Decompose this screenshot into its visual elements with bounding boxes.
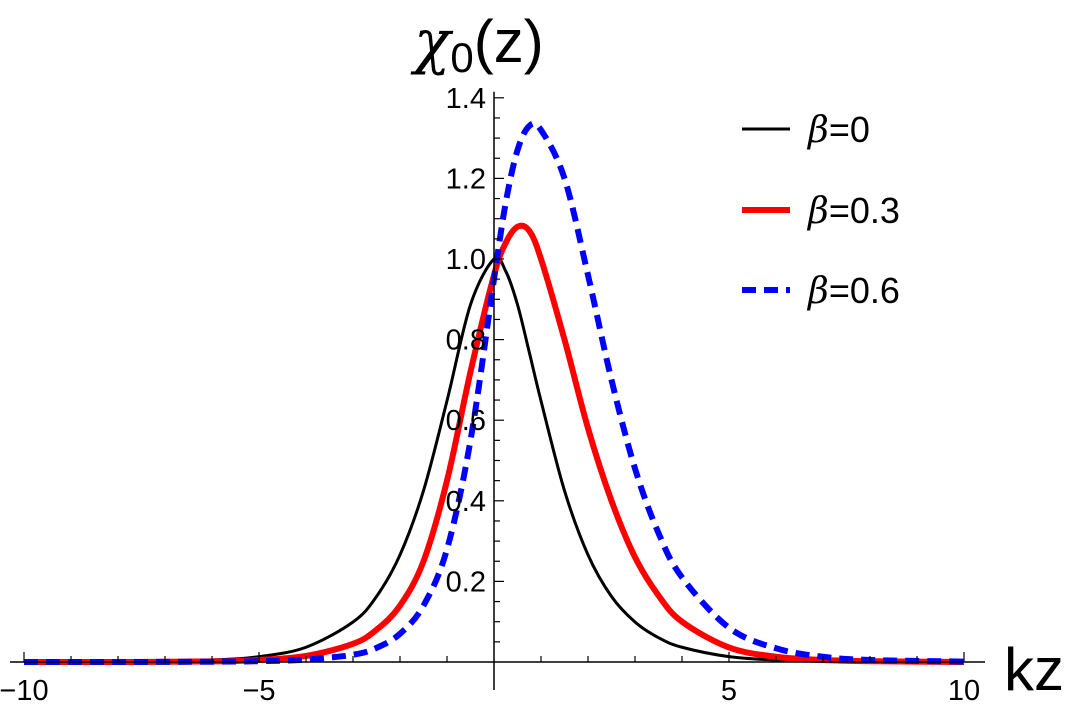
y-tick-label: 1.2 — [446, 163, 486, 195]
x-tick-label: 10 — [948, 675, 980, 704]
axes — [10, 91, 985, 690]
y-tick-label: 0.6 — [446, 405, 486, 437]
y-axis-title-arg: (z) — [474, 8, 544, 75]
series-line-2 — [23, 222, 965, 666]
legend-label-2: β=0.3 — [806, 190, 900, 232]
x-tick-label: 5 — [721, 675, 737, 704]
y-tick-label: 1.4 — [446, 83, 486, 115]
y-axis-title-subscript: 0 — [450, 34, 473, 81]
x-axis-title: kz — [1004, 636, 1064, 703]
series-line-3 — [23, 120, 965, 666]
legend: β=0 β=0.3 β=0.6 — [742, 109, 900, 312]
y-tick-label: 0.2 — [446, 566, 486, 598]
y-axis-title: χ0(z) — [410, 7, 544, 81]
x-tick-label: −5 — [242, 675, 275, 704]
legend-label-1: β=0 — [806, 109, 870, 151]
y-tick-label: 0.8 — [446, 325, 486, 357]
y-tick-label: 0.4 — [446, 486, 486, 518]
y-tick-label: 1.0 — [446, 244, 486, 276]
x-tick-label: −10 — [0, 675, 49, 704]
series-line-1 — [23, 256, 965, 664]
series-curves — [23, 120, 965, 666]
tick-labels: −10 −5 5 10 0.2 0.4 0.6 0.8 1.0 1.2 1.4 — [0, 83, 980, 704]
legend-label-3: β=0.6 — [806, 270, 900, 312]
y-axis-title-symbol: χ — [410, 7, 454, 77]
